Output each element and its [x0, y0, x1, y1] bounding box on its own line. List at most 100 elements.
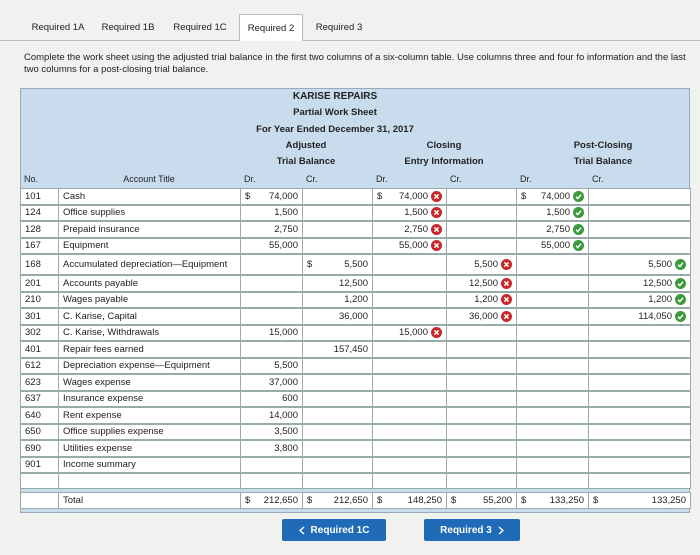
amount-cell[interactable] — [446, 390, 517, 407]
account-title-cell[interactable]: C. Karise, Withdrawals — [58, 324, 241, 341]
amount-cell[interactable] — [588, 423, 691, 440]
tab[interactable]: Required 3 — [315, 22, 363, 33]
account-title-cell[interactable]: Office supplies — [58, 204, 241, 221]
amount-cell[interactable] — [372, 440, 447, 457]
amount-cell[interactable]: $133,250 — [516, 492, 589, 509]
amount-cell[interactable] — [446, 341, 517, 358]
empty-cell[interactable] — [446, 473, 517, 489]
amount-cell[interactable]: 157,450 — [302, 341, 373, 358]
amount-cell[interactable] — [302, 390, 373, 407]
amount-cell[interactable]: 3,800 — [240, 440, 303, 457]
amount-cell[interactable] — [446, 440, 517, 457]
amount-cell[interactable] — [446, 456, 517, 473]
tab[interactable]: Required 2 — [239, 14, 303, 41]
amount-cell[interactable] — [516, 390, 589, 407]
amount-cell[interactable] — [588, 456, 691, 473]
amount-cell[interactable] — [240, 341, 303, 358]
amount-cell[interactable]: 1,200 — [302, 291, 373, 308]
amount-cell[interactable] — [588, 407, 691, 424]
amount-cell[interactable] — [446, 237, 517, 254]
amount-cell[interactable]: 12,500 — [302, 275, 373, 292]
amount-cell[interactable]: 55,000 — [240, 237, 303, 254]
amount-cell[interactable]: 14,000 — [240, 407, 303, 424]
amount-cell[interactable]: $74,000 — [240, 188, 303, 205]
amount-cell[interactable] — [588, 237, 691, 254]
amount-cell[interactable] — [446, 423, 517, 440]
account-title-cell[interactable]: Repair fees earned — [58, 341, 241, 358]
amount-cell[interactable] — [446, 324, 517, 341]
amount-cell[interactable] — [516, 254, 589, 275]
account-title-cell[interactable]: Income summary — [58, 456, 241, 473]
amount-cell[interactable] — [516, 440, 589, 457]
amount-cell[interactable]: 15,000 — [372, 324, 447, 341]
amount-cell[interactable] — [302, 221, 373, 238]
amount-cell[interactable] — [302, 188, 373, 205]
amount-cell[interactable]: 1,200 — [446, 291, 517, 308]
amount-cell[interactable]: 5,500 — [240, 357, 303, 374]
amount-cell[interactable]: 2,750 — [240, 221, 303, 238]
next-button[interactable]: Required 3 — [424, 519, 520, 541]
amount-cell[interactable] — [516, 374, 589, 391]
amount-cell[interactable] — [588, 188, 691, 205]
amount-cell[interactable] — [588, 324, 691, 341]
amount-cell[interactable]: 37,000 — [240, 374, 303, 391]
amount-cell[interactable] — [302, 357, 373, 374]
amount-cell[interactable]: 55,000 — [372, 237, 447, 254]
amount-cell[interactable]: 36,000 — [302, 308, 373, 325]
amount-cell[interactable] — [372, 254, 447, 275]
amount-cell[interactable]: $74,000 — [516, 188, 589, 205]
amount-cell[interactable] — [372, 423, 447, 440]
empty-cell[interactable] — [240, 473, 303, 489]
amount-cell[interactable]: 36,000 — [446, 308, 517, 325]
account-title-cell[interactable]: Depreciation expense—Equipment — [58, 357, 241, 374]
account-title-cell[interactable]: Prepaid insurance — [58, 221, 241, 238]
amount-cell[interactable] — [302, 407, 373, 424]
account-title-cell[interactable]: Accumulated depreciation—Equipment — [58, 254, 241, 275]
amount-cell[interactable] — [372, 357, 447, 374]
amount-cell[interactable]: 1,500 — [240, 204, 303, 221]
amount-cell[interactable] — [516, 423, 589, 440]
amount-cell[interactable] — [372, 341, 447, 358]
amount-cell[interactable] — [372, 390, 447, 407]
amount-cell[interactable] — [302, 324, 373, 341]
amount-cell[interactable] — [302, 456, 373, 473]
amount-cell[interactable] — [446, 374, 517, 391]
amount-cell[interactable]: 12,500 — [446, 275, 517, 292]
amount-cell[interactable] — [588, 357, 691, 374]
amount-cell[interactable] — [240, 456, 303, 473]
amount-cell[interactable] — [516, 324, 589, 341]
prev-button[interactable]: Required 1C — [282, 519, 386, 541]
amount-cell[interactable] — [516, 407, 589, 424]
amount-cell[interactable] — [372, 374, 447, 391]
amount-cell[interactable] — [302, 423, 373, 440]
amount-cell[interactable]: 12,500 — [588, 275, 691, 292]
amount-cell[interactable] — [240, 291, 303, 308]
account-title-cell[interactable]: C. Karise, Capital — [58, 308, 241, 325]
empty-cell[interactable] — [302, 473, 373, 489]
amount-cell[interactable] — [240, 308, 303, 325]
amount-cell[interactable] — [372, 308, 447, 325]
amount-cell[interactable] — [446, 188, 517, 205]
amount-cell[interactable] — [372, 407, 447, 424]
amount-cell[interactable]: $133,250 — [588, 492, 691, 509]
amount-cell[interactable]: $55,200 — [446, 492, 517, 509]
amount-cell[interactable] — [516, 308, 589, 325]
amount-cell[interactable] — [446, 221, 517, 238]
empty-cell[interactable] — [58, 473, 241, 489]
amount-cell[interactable] — [372, 456, 447, 473]
account-title-cell[interactable]: Wages payable — [58, 291, 241, 308]
empty-cell[interactable] — [372, 473, 447, 489]
amount-cell[interactable]: 55,000 — [516, 237, 589, 254]
tab[interactable]: Required 1A — [31, 22, 85, 33]
amount-cell[interactable] — [588, 440, 691, 457]
amount-cell[interactable]: 2,750 — [516, 221, 589, 238]
amount-cell[interactable] — [240, 254, 303, 275]
account-title-cell[interactable]: Cash — [58, 188, 241, 205]
empty-cell[interactable] — [588, 473, 691, 489]
amount-cell[interactable]: 1,500 — [516, 204, 589, 221]
amount-cell[interactable]: 5,500 — [446, 254, 517, 275]
amount-cell[interactable] — [302, 440, 373, 457]
amount-cell[interactable] — [446, 204, 517, 221]
amount-cell[interactable] — [302, 204, 373, 221]
account-title-cell[interactable]: Rent expense — [58, 407, 241, 424]
